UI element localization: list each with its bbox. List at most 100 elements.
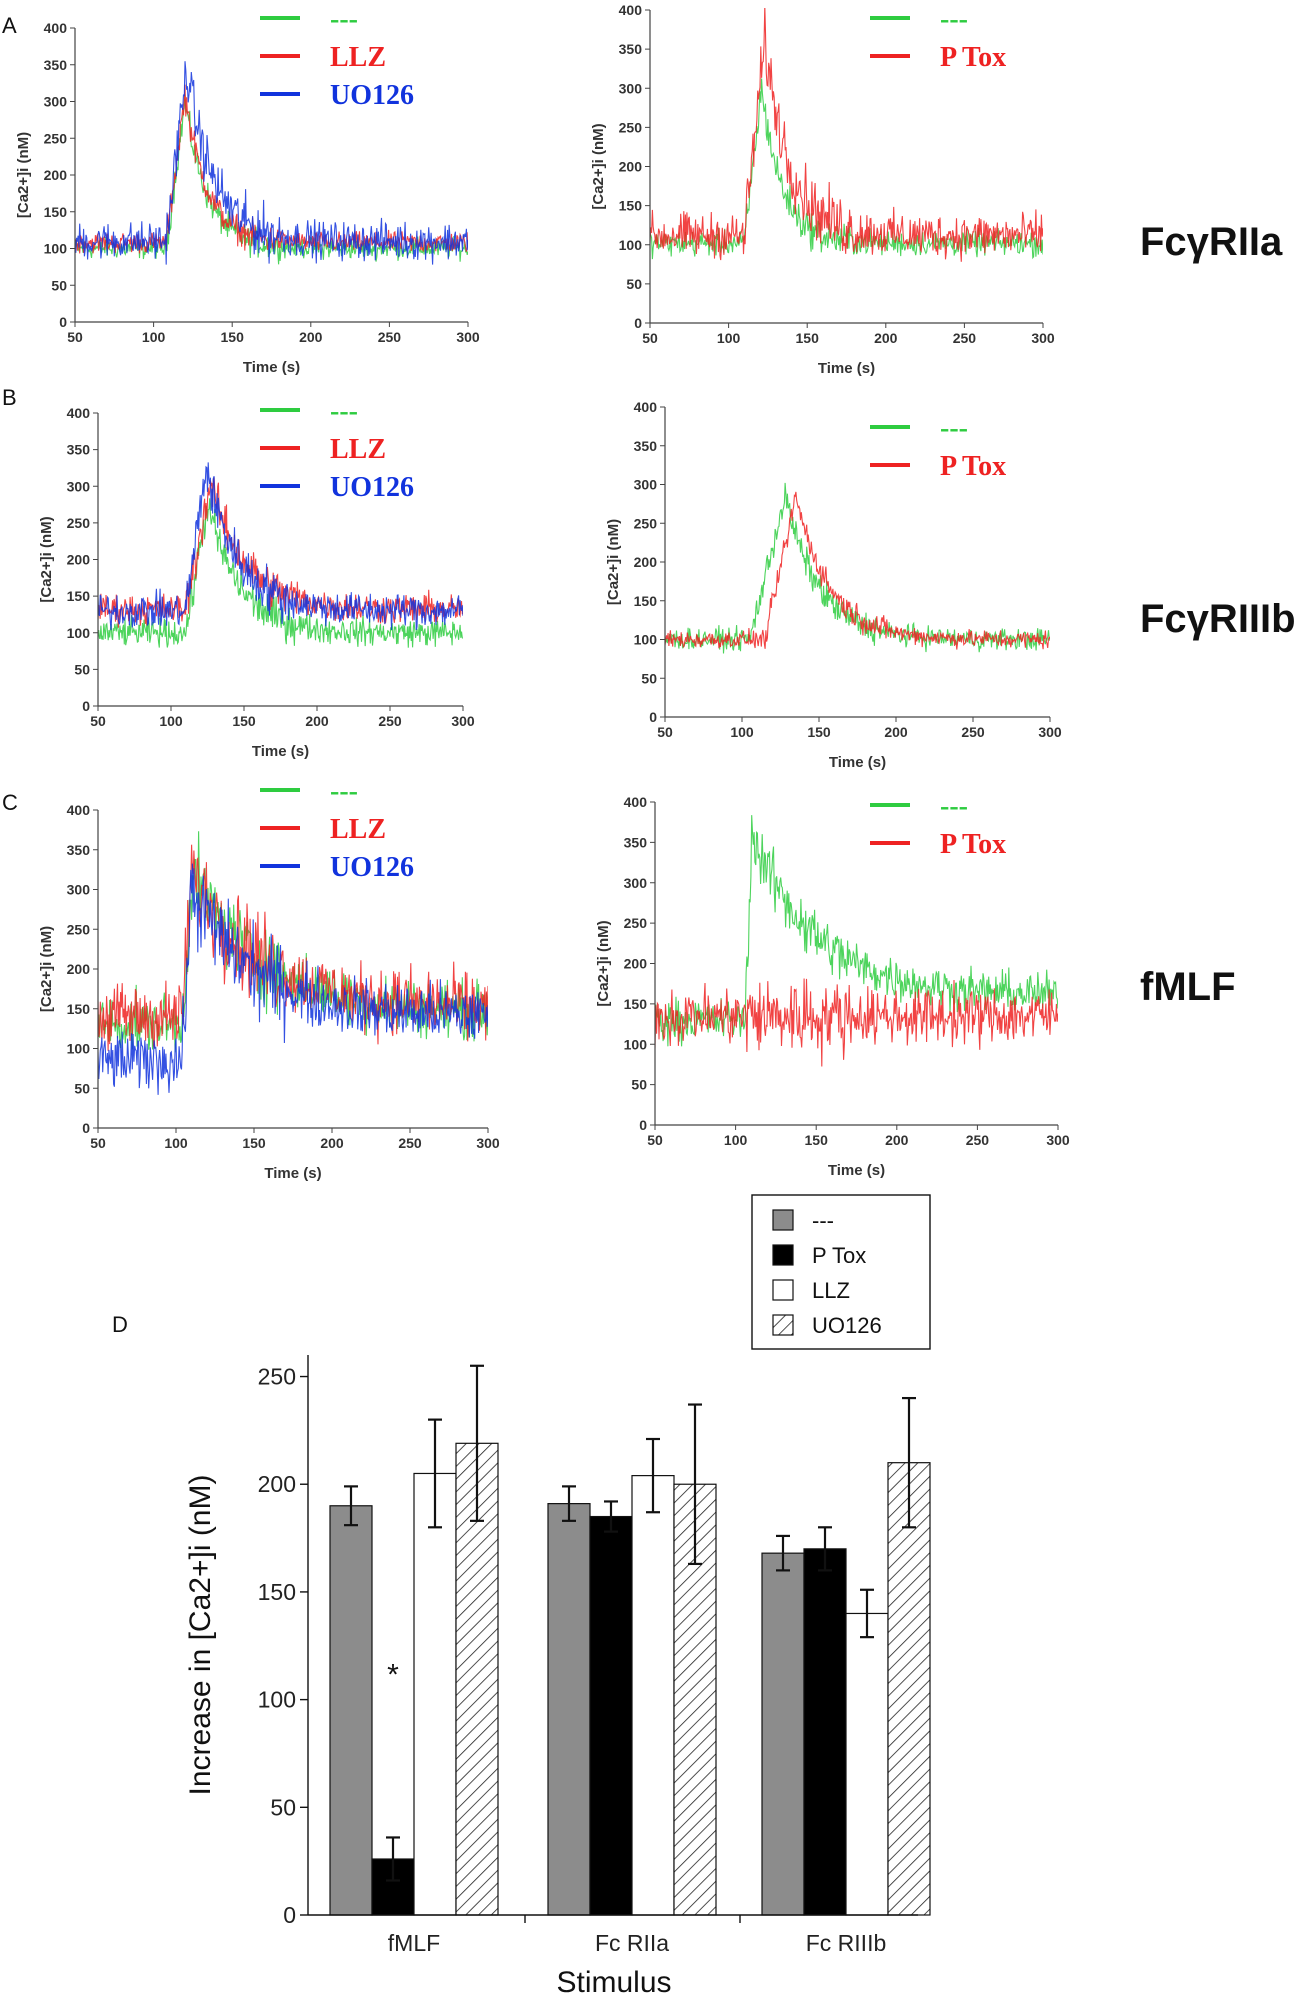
x-tick-label: 50 [657, 724, 673, 740]
x-tick-label: 100 [724, 1132, 748, 1148]
x-tick-label: 50 [647, 1132, 663, 1148]
x-tick-label: 200 [299, 329, 323, 345]
x-tick-label: 200 [885, 1132, 909, 1148]
bar-- [761, 1552, 805, 1916]
x-tick-label: 300 [451, 713, 475, 729]
x-tick-label: 100 [730, 724, 754, 740]
y-axis-title: [Ca2+]i (nM) [595, 920, 612, 1006]
y-tick-label: 50 [641, 670, 657, 686]
y-tick-label: 0 [82, 1120, 90, 1136]
x-tick-label: 100 [142, 329, 166, 345]
trace-line---- [665, 482, 1050, 654]
y-tick-label: 100 [67, 625, 91, 641]
x-axis-title: Time (s) [252, 743, 309, 760]
y-tick-label: 150 [619, 198, 643, 214]
y-tick-label: 100 [67, 1041, 91, 1057]
y-tick-label: 150 [67, 1001, 91, 1017]
trace-group [650, 8, 1043, 262]
legend-label: UO126 [812, 1313, 882, 1338]
y-tick-label: 300 [634, 477, 658, 493]
trace-line-llz [98, 844, 488, 1051]
legend-label: P Tox [812, 1243, 866, 1268]
legend-label: --- [330, 776, 358, 807]
legend-label: LLZ [330, 434, 386, 465]
legend-label: P Tox [940, 42, 1006, 73]
x-tick-label: 300 [1038, 724, 1062, 740]
y-tick-label: 100 [258, 1687, 296, 1713]
y-tick-label: 300 [624, 875, 648, 891]
x-tick-label: 300 [1046, 1132, 1070, 1148]
legend-label: P Tox [940, 451, 1006, 482]
y-tick-label: 200 [67, 552, 91, 568]
legend-label: UO126 [330, 472, 414, 503]
x-tick-label: 150 [242, 1135, 266, 1151]
y-tick-label: 200 [67, 961, 91, 977]
y-tick-label: 200 [258, 1471, 296, 1497]
x-tick-label: 50 [90, 1135, 106, 1151]
row-label-fmlf: fMLF [1140, 965, 1236, 1009]
category-label: Fc RIIa [595, 1930, 669, 1956]
y-tick-label: 350 [67, 842, 91, 858]
x-tick-label: 250 [398, 1135, 422, 1151]
x-axis-title: Time (s) [818, 360, 875, 377]
trace-line-p-tox [655, 978, 1058, 1067]
panel-label-a: A [2, 13, 17, 38]
x-tick-label: 100 [159, 713, 183, 729]
x-tick-label: 200 [874, 330, 898, 346]
bar-llz [631, 1475, 675, 1916]
x-tick-label: 250 [961, 724, 985, 740]
x-axis-title: Stimulus [556, 1966, 671, 1999]
y-tick-label: 300 [44, 94, 68, 110]
x-tick-label: 300 [476, 1135, 500, 1151]
y-tick-label: 50 [626, 276, 642, 292]
legend-label: LLZ [330, 42, 386, 73]
x-tick-label: 250 [953, 330, 977, 346]
bar-uo126 [887, 1462, 931, 1916]
y-tick-label: 350 [634, 438, 658, 454]
y-tick-label: 150 [44, 204, 68, 220]
x-axis-title: Time (s) [828, 1162, 885, 1179]
trace-line-uo126 [98, 863, 488, 1095]
y-tick-label: 50 [270, 1794, 296, 1820]
legend-label: UO126 [330, 80, 414, 111]
y-tick-label: 400 [619, 2, 643, 18]
y-tick-label: 400 [634, 399, 658, 415]
y-tick-label: 150 [624, 996, 648, 1012]
y-axis-title: Increase in [Ca2+]i (nM) [184, 1475, 217, 1796]
legend-label: --- [330, 4, 358, 35]
x-tick-label: 100 [717, 330, 741, 346]
y-tick-label: 400 [67, 405, 91, 421]
y-axis-title: [Ca2+]i (nM) [590, 123, 607, 209]
legend-label: --- [812, 1208, 834, 1233]
y-tick-label: 150 [67, 588, 91, 604]
y-tick-label: 250 [67, 515, 91, 531]
x-tick-label: 50 [642, 330, 658, 346]
legend-swatch [772, 1314, 794, 1336]
x-tick-label: 250 [378, 329, 402, 345]
y-tick-label: 400 [67, 802, 91, 818]
y-tick-label: 200 [619, 159, 643, 175]
x-tick-label: 200 [884, 724, 908, 740]
row-label-fcgriia: FcγRIIa [1140, 220, 1283, 264]
y-tick-label: 350 [44, 57, 68, 73]
x-tick-label: 100 [164, 1135, 188, 1151]
bar-- [329, 1505, 373, 1916]
legend-label: --- [940, 791, 968, 822]
legend-label: --- [940, 4, 968, 35]
y-tick-label: 200 [624, 956, 648, 972]
y-tick-label: 250 [634, 515, 658, 531]
y-tick-label: 250 [624, 915, 648, 931]
y-tick-label: 350 [67, 442, 91, 458]
y-tick-label: 200 [634, 554, 658, 570]
legend-swatch [772, 1279, 794, 1301]
panel-label-d: D [112, 1312, 128, 1337]
trace-line-p-tox [650, 8, 1043, 262]
y-axis-title: [Ca2+]i (nM) [605, 519, 622, 605]
y-tick-label: 0 [59, 314, 67, 330]
legend-swatch [772, 1244, 794, 1266]
trace-line-uo126 [98, 462, 463, 631]
x-tick-label: 150 [221, 329, 245, 345]
